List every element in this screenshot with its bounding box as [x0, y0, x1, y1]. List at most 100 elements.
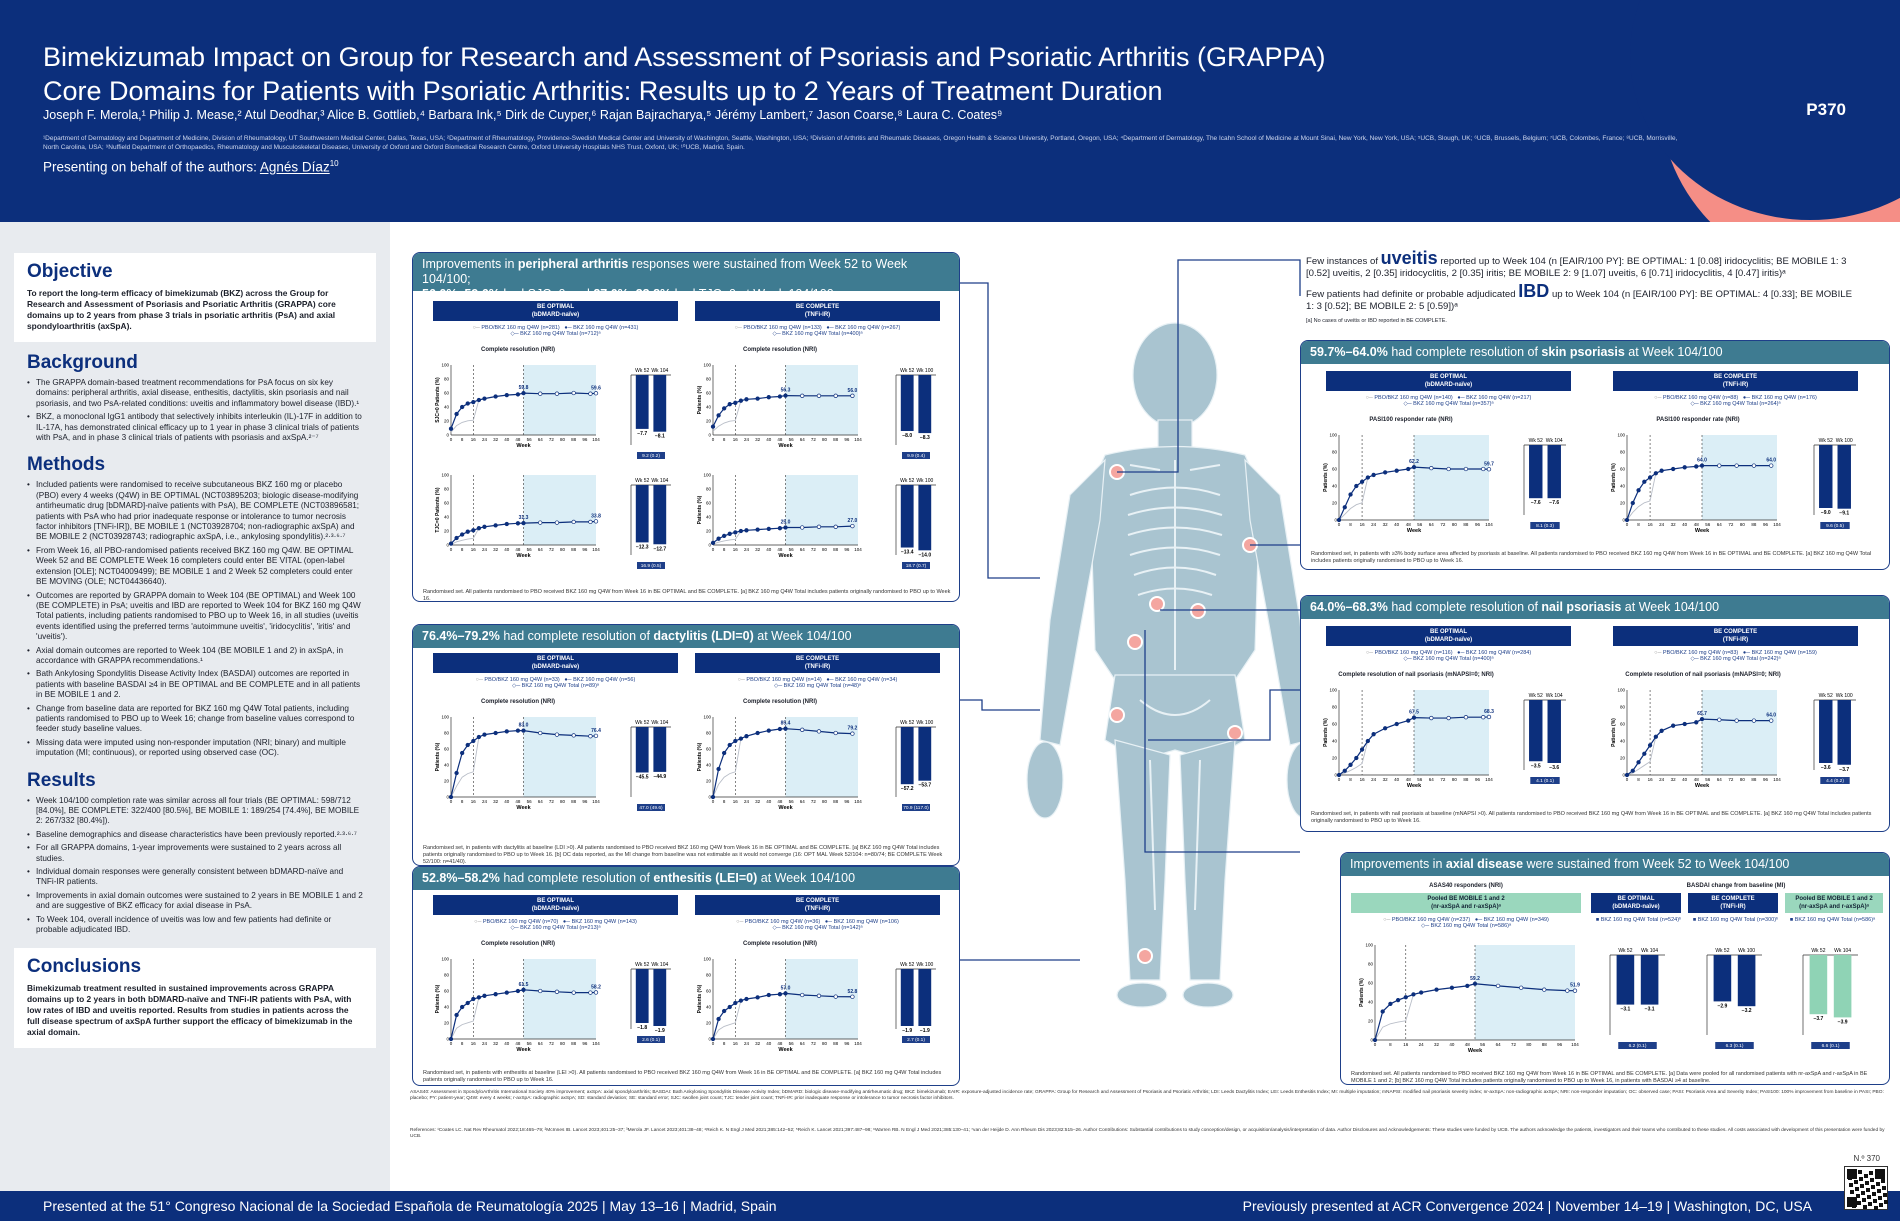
y-tick-label: 60: [444, 501, 450, 506]
x-tick-label: 104: [592, 437, 600, 442]
chart-title: Complete resolution (NRI): [742, 699, 817, 705]
data-point: [1653, 734, 1658, 739]
data-point: [504, 392, 509, 398]
open-label-shading: [785, 475, 858, 545]
data-point: [1365, 475, 1370, 480]
panel-footnote: Randomised set. All patients randomised …: [1351, 1071, 1868, 1084]
axial-charts: 0 20 40 60 80 100 0 8 16 24 32 40 48 56 64 72 80 88 96 104 W…: [1359, 943, 1858, 1054]
x-tick-label: 96: [582, 547, 588, 552]
x-tick-label: 40: [504, 547, 510, 552]
x-tick-label: 56: [527, 1041, 533, 1046]
data-point: [571, 990, 576, 995]
baseline-box: [1715, 1042, 1754, 1049]
y-tick-label: 60: [706, 501, 712, 506]
data-point: [744, 734, 749, 739]
bar-value-label: −2.9: [1717, 1003, 1727, 1009]
x-tick-label: 24: [744, 547, 750, 552]
x-tick-label: 88: [571, 547, 577, 552]
x-tick-label: 88: [833, 547, 839, 552]
data-label: 68.3: [1484, 709, 1494, 715]
data-label: 59.6: [591, 385, 601, 391]
chart-title: Complete resolution of nail psoriasis (m…: [1338, 672, 1494, 678]
legend-pbo: PBO/BKZ 160 mg Q4W (n=83): [1662, 650, 1739, 656]
data-point: [1659, 728, 1664, 733]
data-point: [1371, 472, 1376, 478]
series-line: [1338, 466, 1490, 521]
bar: [1837, 445, 1851, 509]
x-tick-label: 88: [833, 437, 839, 442]
data-point: [1647, 475, 1653, 480]
objective-text: To report the long-term efficacy of bime…: [27, 288, 336, 331]
bar: [900, 969, 914, 1026]
bar-value-label: −3.1: [1645, 1007, 1655, 1013]
data-point: [521, 390, 526, 396]
results-item: Baseline demographics and disease charac…: [27, 830, 363, 841]
x-tick-label: 72: [549, 547, 555, 552]
x-tick-label: 24: [482, 547, 488, 552]
skin-psoriasis-panel: 59.7%–64.0% had complete resolution of s…: [1300, 340, 1890, 570]
data-point: [833, 524, 838, 529]
bar: [1547, 445, 1561, 499]
y-tick-label: 80: [1620, 705, 1626, 710]
data-point: [722, 533, 727, 539]
qr-module: [1859, 1177, 1863, 1181]
bar: [1547, 700, 1561, 763]
legend-total: BKZ 160 mg Q4W Total (n=586)ᵃ: [1430, 923, 1512, 929]
y-axis-label: TJC=0 Patients (%): [435, 487, 441, 532]
x-axis-label: Week: [778, 805, 793, 811]
data-point: [833, 730, 838, 736]
presenter-name[interactable]: Agnés Díaz: [259, 159, 330, 175]
legend-bkz: BKZ 160 mg Q4W (n=349): [1483, 917, 1549, 923]
data-point: [816, 524, 822, 529]
x-axis-label: Week: [516, 805, 531, 811]
data-point: [593, 990, 599, 995]
data-point: [1542, 987, 1547, 992]
data-point: [482, 396, 487, 401]
baseline-value: 4.4 (0.2): [1826, 778, 1844, 784]
x-tick-label: 24: [1659, 522, 1665, 527]
baseline-box: [637, 1036, 665, 1043]
data-label: 59.7: [1484, 461, 1494, 467]
data-point: [1769, 718, 1774, 723]
data-point: [1354, 483, 1359, 489]
bar-value-label: −57.2: [901, 786, 914, 792]
bar-category-label: Wk 104: [651, 962, 668, 968]
methods-item: Missing data were imputed using non-resp…: [27, 738, 363, 759]
qr-code[interactable]: [1844, 1166, 1888, 1210]
bar-value-label: −1.8: [637, 1025, 647, 1031]
y-axis-label: Patients (%): [697, 495, 703, 524]
qr-finder: [1875, 1169, 1885, 1179]
data-point: [1371, 732, 1376, 737]
x-tick-label: 8: [1637, 522, 1640, 527]
x-tick-label: 80: [1740, 522, 1746, 527]
bar: [1713, 955, 1732, 1002]
legend-pbo: PBO/BKZ 160 mg Q4W (n=70): [482, 919, 559, 925]
chart-legend: ○─ PBO/BKZ 160 mg Q4W (n=140) ●─ BKZ 160…: [1365, 395, 1532, 407]
bar-category-label: Wk 104: [1834, 948, 1851, 954]
x-tick-label: 56: [789, 1041, 795, 1046]
data-point: [727, 531, 732, 536]
data-point: [722, 406, 727, 411]
x-tick-label: 88: [1463, 522, 1469, 527]
data-point: [593, 733, 599, 739]
legend-pbo: PBO/BKZ 160 mg Q4W (n=88): [1662, 395, 1739, 401]
x-tick-label: 16: [1403, 1042, 1409, 1047]
data-point: [800, 525, 805, 530]
bar: [918, 375, 932, 434]
x-tick-label: 72: [1440, 777, 1446, 782]
series-line: [450, 989, 597, 1040]
x-tick-label: 104: [1485, 777, 1493, 782]
data-point: [1647, 743, 1653, 748]
bar-category-label: Wk 100: [1836, 693, 1853, 699]
author-list: Joseph F. Merola,¹ Philip J. Mease,² Atu…: [43, 108, 1003, 122]
x-axis-label: Week: [1468, 1048, 1483, 1054]
bar-category-label: Wk 52: [635, 368, 649, 374]
data-point: [554, 732, 560, 737]
baseline-box: [902, 562, 930, 569]
y-tick-label: 40: [706, 1005, 712, 1010]
x-tick-label: 0: [1338, 777, 1341, 782]
x-tick-label: 16: [733, 1041, 739, 1046]
conclusions-heading: Conclusions: [27, 956, 142, 978]
data-point: [471, 399, 476, 405]
data-label: 33.8: [591, 513, 601, 519]
